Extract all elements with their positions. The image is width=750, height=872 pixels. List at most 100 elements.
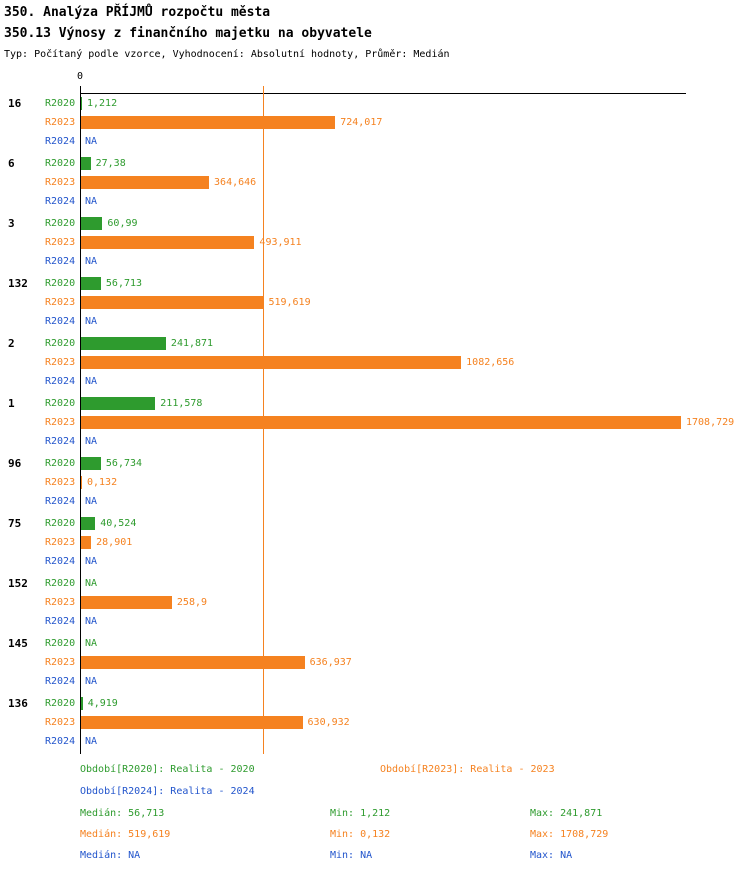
- legend-item-r2020: Období[R2020]: Realita - 2020: [80, 764, 255, 775]
- stat-min-r2023: Min: 0,132: [330, 829, 391, 840]
- bar-row-r2023: R2023 1082,656: [45, 353, 746, 372]
- series-label: R2020: [45, 578, 76, 589]
- bar-r2023: [81, 656, 305, 669]
- bar-value: 241,871: [170, 338, 214, 349]
- bar-value: 1,212: [87, 98, 118, 109]
- series-label: R2023: [45, 297, 76, 308]
- bar-r2020: [81, 457, 101, 470]
- bar-r2023: [81, 356, 462, 369]
- bar-r2020: [81, 157, 91, 170]
- group-label: 6: [8, 157, 15, 170]
- legend-item-r2023: Období[R2023]: Realita - 2023: [380, 764, 555, 775]
- group-label: 75: [8, 517, 22, 530]
- bar-value: NA: [85, 316, 98, 327]
- bar-row-r2024: R2024 NA: [45, 252, 746, 271]
- series-label: R2023: [45, 657, 76, 668]
- bar-value: 56,734: [105, 458, 143, 469]
- series-label: R2024: [45, 316, 76, 327]
- bar-r2020: [81, 97, 82, 110]
- series-label: R2024: [45, 496, 76, 507]
- series-label: R2023: [45, 597, 76, 608]
- series-label: R2024: [45, 556, 76, 567]
- bar-row-r2020: R2020 56,734: [45, 454, 746, 473]
- bar-row-r2023: R2023 519,619: [45, 293, 746, 312]
- series-label: R2024: [45, 196, 76, 207]
- bar-r2020: [81, 517, 96, 530]
- stats: Medián: 56,713 Min: 1,212 Max: 241,871 Medi…: [80, 808, 740, 872]
- bar-group: 3 R2020 60,99 R2023 493,911 R2024 NA: [8, 214, 746, 271]
- bar-group: 6 R2020 27,38 R2023 364,646 R2024 NA: [8, 154, 746, 211]
- bar-value: NA: [85, 736, 98, 747]
- bar-row-r2020: R2020 211,578: [45, 394, 746, 413]
- bar-r2023: [81, 536, 92, 549]
- bar-group: 145 R2020 NA R2023 636,937 R2024 NA: [8, 634, 746, 691]
- bar-row-r2024: R2024 NA: [45, 372, 746, 391]
- bar-group: 152 R2020 NA R2023 258,9 R2024 NA: [8, 574, 746, 631]
- series-label: R2023: [45, 537, 76, 548]
- bar-r2023: [81, 476, 82, 489]
- bar-row-r2024: R2024 NA: [45, 432, 746, 451]
- report-title: 350. Analýza PŘÍJMŮ rozpočtu města: [4, 5, 271, 20]
- bar-value: NA: [85, 616, 98, 627]
- bar-value: 211,578: [160, 398, 203, 409]
- bar-row-r2023: R2023 28,901: [45, 533, 746, 552]
- group-label: 1: [8, 397, 15, 410]
- bar-value: 1082,656: [466, 357, 515, 368]
- bar-group: 1 R2020 211,578 R2023 1708,729 R2024 NA: [8, 394, 746, 451]
- bar-row-r2024: R2024 NA: [45, 312, 746, 331]
- bar-r2020: [81, 217, 103, 230]
- stat-min-r2024: Min: NA: [330, 850, 373, 861]
- series-label: R2023: [45, 357, 76, 368]
- bar-row-r2024: R2024 NA: [45, 552, 746, 571]
- bar-row-r2023: R2023 493,911: [45, 233, 746, 252]
- bar-value: 60,99: [107, 218, 138, 229]
- series-label: R2024: [45, 676, 76, 687]
- bar-r2020: [81, 397, 156, 410]
- bar-row-r2024: R2024 NA: [45, 492, 746, 511]
- bar-r2020: [81, 337, 166, 350]
- bar-row-r2020: R2020 4,919: [45, 694, 746, 713]
- series-label: R2023: [45, 417, 76, 428]
- bar-value: NA: [85, 376, 98, 387]
- bar-row-r2020: R2020 241,871: [45, 334, 746, 353]
- bar-group: 96 R2020 56,734 R2023 0,132 R2024 NA: [8, 454, 746, 511]
- group-label: 96: [8, 457, 22, 470]
- bar-group: 75 R2020 40,524 R2023 28,901 R2024 NA: [8, 514, 746, 571]
- bar-value: 364,646: [214, 177, 257, 188]
- y-axis-line: [80, 86, 81, 754]
- series-label: R2020: [45, 698, 76, 709]
- bar-r2023: [81, 176, 210, 189]
- series-label: R2024: [45, 136, 76, 147]
- group-label: 132: [8, 277, 28, 290]
- series-label: R2023: [45, 237, 76, 248]
- bar-value: NA: [85, 436, 98, 447]
- bar-row-r2024: R2024 NA: [45, 132, 746, 151]
- stat-max-r2024: Max: NA: [530, 850, 573, 861]
- bar-value: 40,524: [100, 518, 137, 529]
- series-label: R2023: [45, 177, 76, 188]
- bar-row-r2023: R2023 1708,729: [45, 413, 746, 432]
- bar-value: 56,713: [105, 278, 143, 289]
- bar-value: NA: [85, 638, 98, 649]
- stat-max-r2023: Max: 1708,729: [530, 829, 609, 840]
- stat-median-r2023: Medián: 519,619: [80, 829, 171, 840]
- group-label: 2: [8, 337, 15, 350]
- bar-value: 27,38: [95, 158, 126, 169]
- bar-value: NA: [85, 578, 98, 589]
- group-label: 152: [8, 577, 28, 590]
- bar-row-r2023: R2023 258,9: [45, 593, 746, 612]
- bar-value: NA: [85, 256, 98, 267]
- series-label: R2020: [45, 638, 76, 649]
- bar-row-r2024: R2024 NA: [45, 192, 746, 211]
- series-label: R2020: [45, 278, 76, 289]
- bar-value: 1708,729: [686, 417, 735, 428]
- bar-row-r2020: R2020 60,99: [45, 214, 746, 233]
- bar-row-r2023: R2023 724,017: [45, 113, 746, 132]
- bar-row-r2020: R2020 27,38: [45, 154, 746, 173]
- bar-row-r2020: R2020 40,524: [45, 514, 746, 533]
- bar-value: 28,901: [96, 537, 133, 548]
- bar-value: 258,9: [176, 597, 208, 608]
- bar-row-r2023: R2023 0,132: [45, 473, 746, 492]
- bar-row-r2023: R2023 364,646: [45, 173, 746, 192]
- series-label: R2023: [45, 117, 76, 128]
